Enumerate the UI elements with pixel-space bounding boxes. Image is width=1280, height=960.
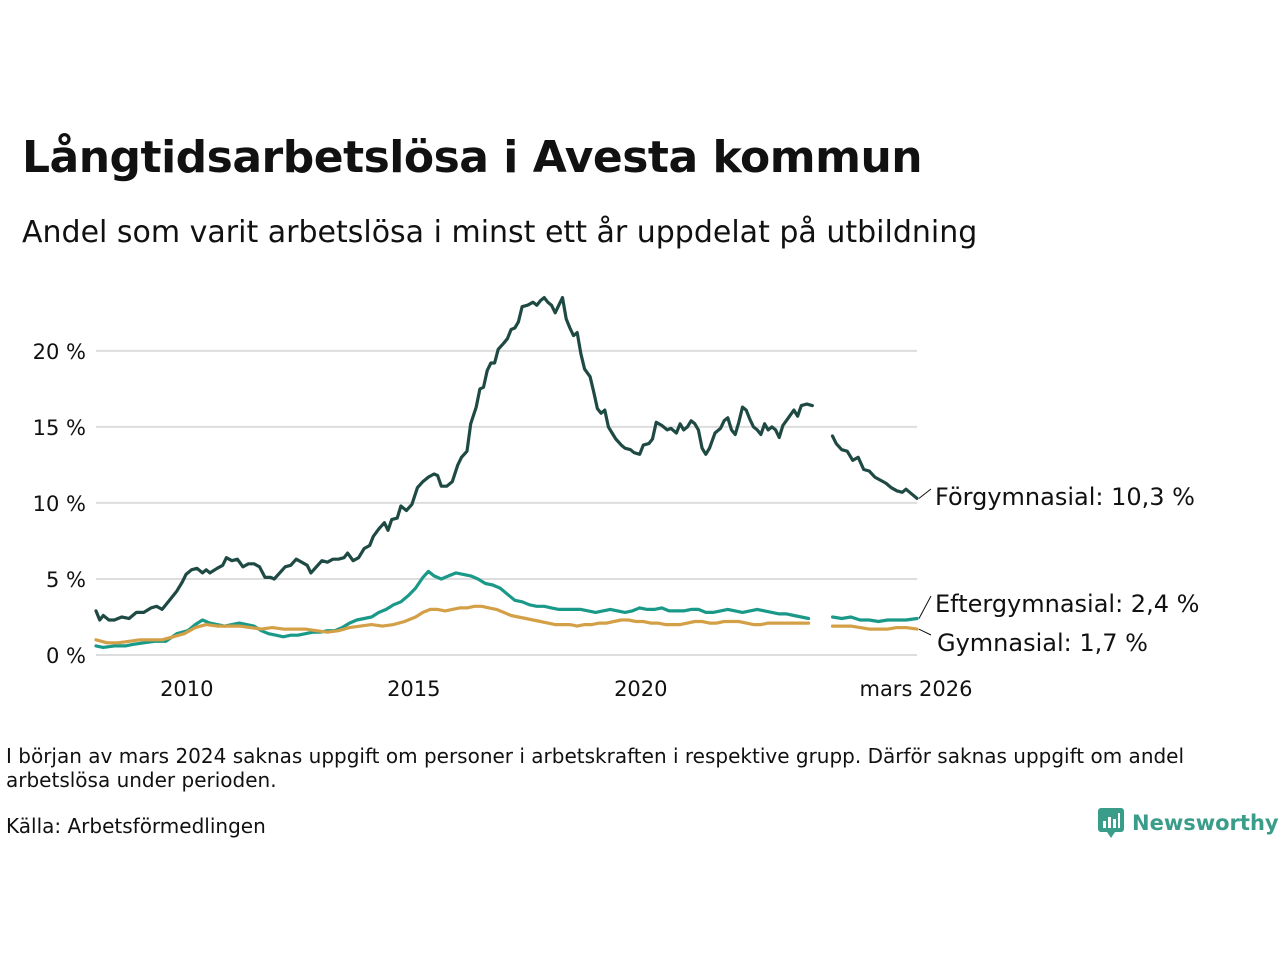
series-labels: Förgymnasial: 10,3 % Eftergymnasial: 2,4 …	[918, 483, 1199, 657]
label-leader-line	[918, 595, 932, 619]
y-tick-label: 15 %	[33, 416, 86, 440]
series-line-förgymnasial-0	[94, 296, 814, 622]
grid-lines	[96, 349, 917, 656]
x-tick-label: 2020	[614, 677, 667, 701]
y-axis: 0 % 5 % 10 % 15 % 20 %	[33, 340, 86, 668]
source-text: Källa: Arbetsförmedlingen	[6, 814, 266, 838]
x-tick-label: mars 2026	[859, 677, 972, 701]
y-tick-label: 10 %	[33, 492, 86, 516]
series-end-label: Förgymnasial: 10,3 %	[935, 483, 1195, 511]
footnote: I början av mars 2024 saknas uppgift om …	[6, 744, 1185, 792]
series-end-label: Eftergymnasial: 2,4 %	[935, 590, 1199, 618]
newsworthy-logo: Newsworthy	[1098, 808, 1279, 838]
series-end-label: Gymnasial: 1,7 %	[937, 629, 1148, 657]
newsworthy-icon	[1098, 808, 1124, 838]
series-lines	[94, 296, 919, 649]
y-tick-label: 20 %	[33, 340, 86, 364]
x-axis: 2010 2015 2020 mars 2026	[160, 677, 972, 701]
series-line-gymnasial-1	[830, 624, 919, 631]
brand-name: Newsworthy	[1132, 811, 1279, 835]
chart-title: Långtidsarbetslösa i Avesta kommun	[22, 132, 923, 183]
label-leader-line	[918, 628, 932, 636]
series-line-eftergymnasial-0	[94, 569, 811, 649]
y-tick-label: 5 %	[46, 568, 86, 592]
line-chart: 0 % 5 % 10 % 15 % 20 % 2010 2015 2020 mars 2026…	[33, 296, 1199, 701]
y-tick-label: 0 %	[46, 644, 86, 668]
label-leader-line	[918, 488, 932, 499]
chart-subtitle: Andel som varit arbetslösa i minst ett å…	[22, 215, 978, 250]
series-line-gymnasial-0	[94, 604, 811, 645]
series-line-eftergymnasial-1	[830, 615, 919, 624]
x-tick-label: 2015	[387, 677, 440, 701]
series-line-förgymnasial-1	[830, 434, 919, 500]
x-tick-label: 2010	[160, 677, 213, 701]
